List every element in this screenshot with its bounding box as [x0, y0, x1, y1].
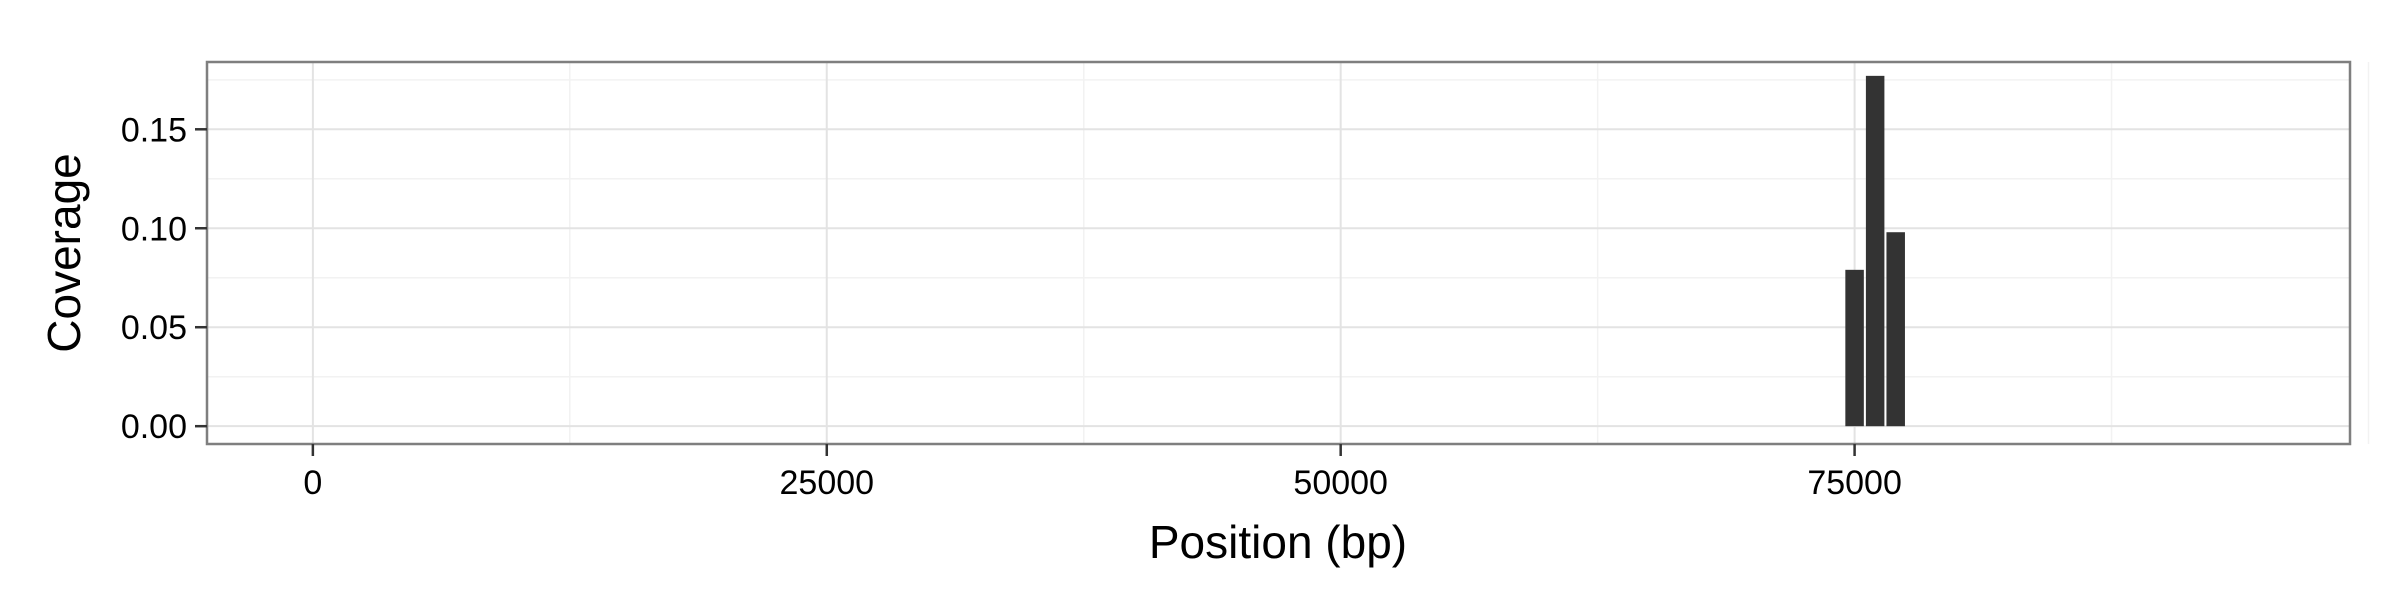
x-tick-label: 0	[303, 464, 322, 502]
y-tick-label: 0.10	[121, 210, 187, 248]
y-tick-label: 0.15	[121, 111, 187, 149]
x-tick-label: 50000	[1293, 464, 1388, 502]
x-axis: 0 25000 50000 75000	[303, 444, 1902, 502]
coverage-bar	[1886, 232, 1905, 427]
plot-panel-border	[205, 60, 2352, 446]
y-axis: 0.00 0.05 0.10 0.15	[121, 111, 207, 446]
coverage-bar	[1865, 75, 1885, 427]
y-tick-label: 0.00	[121, 408, 187, 446]
y-tick-label: 0.05	[121, 309, 187, 347]
major-gridlines	[207, 62, 2350, 444]
x-tick-label: 75000	[1807, 464, 1902, 502]
minor-gridlines	[207, 62, 2370, 444]
x-axis-title: Position (bp)	[1149, 516, 1407, 568]
coverage-bar	[1845, 269, 1864, 427]
bars	[1845, 75, 1905, 427]
y-axis-title: Coverage	[38, 153, 90, 352]
x-tick-label: 25000	[780, 464, 875, 502]
